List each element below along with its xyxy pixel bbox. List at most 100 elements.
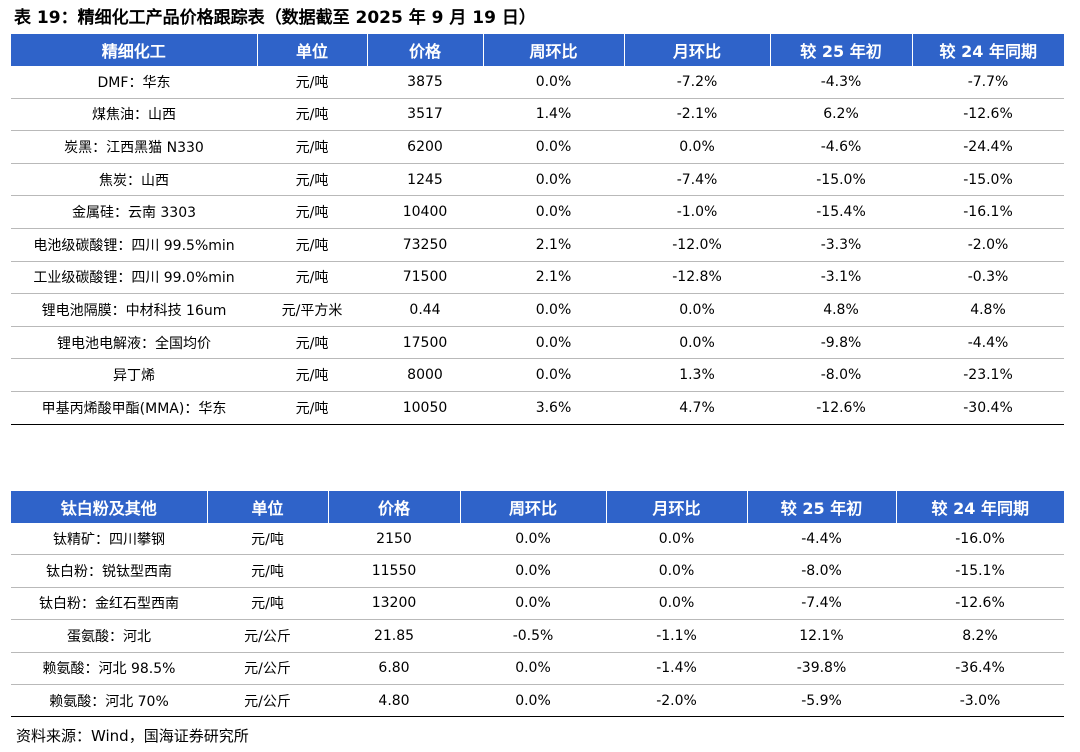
table-cell: -1.0% <box>624 195 770 229</box>
table-cell: 元/吨 <box>257 228 367 262</box>
table-cell: -2.0% <box>912 228 1064 262</box>
table-cell: -7.4% <box>624 163 770 197</box>
table-cell: -16.0% <box>896 523 1064 556</box>
table-row: 赖氨酸：河北 70% 元/公斤 4.80 0.0% -2.0% -5.9% -3.0% <box>11 684 1064 718</box>
table-cell: -1.1% <box>606 619 747 653</box>
table-cell: 元/吨 <box>257 326 367 360</box>
table-cell: -12.8% <box>624 261 770 295</box>
column-header: 周环比 <box>483 34 625 66</box>
table-cell: 元/吨 <box>257 98 367 132</box>
table-cell: -15.0% <box>770 163 912 197</box>
table-cell: 0.0% <box>460 523 606 556</box>
table-cell: 10400 <box>367 195 483 229</box>
table-cell: 1.3% <box>624 358 770 392</box>
table-cell: 电池级碳酸锂：四川 99.5%min <box>11 228 257 262</box>
table-row: DMF：华东 元/吨 3875 0.0% -7.2% -4.3% -7.7% <box>11 66 1064 99</box>
table-cell: 0.0% <box>606 523 747 556</box>
table-cell: 6.80 <box>328 652 460 685</box>
table-cell: 炭黑：江西黑猫 N330 <box>11 130 257 164</box>
column-header: 较 24 年同期 <box>912 34 1064 66</box>
table-header-row: 精细化工 单位 价格 周环比 月环比较 25 年初较 24 年同期 <box>11 34 1064 66</box>
column-header: 价格 <box>367 34 484 66</box>
table-cell: 元/吨 <box>257 391 367 425</box>
table-cell: 2.1% <box>483 228 624 262</box>
table-cell: -2.1% <box>624 98 770 132</box>
table-cell: 元/吨 <box>257 261 367 295</box>
table-cell: 元/吨 <box>257 66 367 99</box>
table-cell: 0.0% <box>483 358 624 392</box>
table-row: 异丁烯 元/吨 8000 0.0% 1.3% -8.0% -23.1% <box>11 358 1064 392</box>
table-cell: 13200 <box>328 587 460 621</box>
table-cell: 0.0% <box>606 587 747 621</box>
table-row: 电池级碳酸锂：四川 99.5%min 元/吨 73250 2.1% -12.0% -3.3… <box>11 228 1064 262</box>
table-cell: 蛋氨酸：河北 <box>11 619 207 653</box>
table-cell: -15.0% <box>912 163 1064 197</box>
table-cell: 73250 <box>367 228 483 262</box>
table-cell: 4.80 <box>328 684 460 718</box>
table-cell: -16.1% <box>912 195 1064 229</box>
table-cell: 71500 <box>367 261 483 295</box>
table-cell: -36.4% <box>896 652 1064 685</box>
table-cell: -30.4% <box>912 391 1064 425</box>
table-row: 钛白粉：锐钛型西南 元/吨 11550 0.0% 0.0% -8.0% -15.1% <box>11 554 1064 588</box>
table-cell: -9.8% <box>770 326 912 360</box>
column-header: 较 25 年初 <box>770 34 913 66</box>
table-cell: 锂电池电解液：全国均价 <box>11 326 257 360</box>
table-cell: -5.9% <box>747 684 896 718</box>
table-cell: 工业级碳酸锂：四川 99.0%min <box>11 261 257 295</box>
table-cell: 0.0% <box>460 684 606 718</box>
table-cell: 0.0% <box>483 326 624 360</box>
table-cell: 0.0% <box>460 652 606 685</box>
table-row: 钛精矿：四川攀钢 元/吨 2150 0.0% 0.0% -4.4% -16.0% <box>11 523 1064 556</box>
titanium-and-others-price-table: 钛白粉及其他 单位 价格 周环比 月环比较 25 年初较 24 年同期 钛精矿：四川攀钢… <box>11 491 1064 718</box>
table-row: 焦炭：山西 元/吨 1245 0.0% -7.4% -15.0% -15.0% <box>11 163 1064 197</box>
table-cell: 4.8% <box>770 293 912 327</box>
table-cell: -12.6% <box>896 587 1064 621</box>
table-cell: -0.3% <box>912 261 1064 295</box>
table-row: 煤焦油：山西 元/吨 3517 1.4% -2.1% 6.2% -12.6% <box>11 98 1064 132</box>
table-cell: 0.44 <box>367 293 483 327</box>
source-note: 资料来源：Wind，国海证券研究所 <box>16 727 249 745</box>
table-header-row: 钛白粉及其他 单位 价格 周环比 月环比较 25 年初较 24 年同期 <box>11 491 1064 523</box>
table-cell: -4.4% <box>912 326 1064 360</box>
table-cell: 17500 <box>367 326 483 360</box>
column-header: 单位 <box>257 34 368 66</box>
table-cell: -39.8% <box>747 652 896 685</box>
table-cell: 钛白粉：金红石型西南 <box>11 587 207 621</box>
table-cell: 甲基丙烯酸甲酯(MMA)：华东 <box>11 391 257 425</box>
table-row: 蛋氨酸：河北 元/公斤 21.85 -0.5% -1.1% 12.1% 8.2% <box>11 619 1064 653</box>
table-cell: 0.0% <box>606 554 747 588</box>
table-cell: 金属硅：云南 3303 <box>11 195 257 229</box>
table-cell: -3.0% <box>896 684 1064 718</box>
table-cell: 1245 <box>367 163 483 197</box>
table-cell: 0.0% <box>460 587 606 621</box>
table-cell: -4.6% <box>770 130 912 164</box>
table-caption: 表 19：精细化工产品价格跟踪表（数据截至 2025 年 9 月 19 日） <box>14 8 536 28</box>
table-cell: 元/公斤 <box>207 619 328 653</box>
table-cell: 8000 <box>367 358 483 392</box>
table-cell: 0.0% <box>483 163 624 197</box>
table-cell: 钛白粉：锐钛型西南 <box>11 554 207 588</box>
table-cell: 异丁烯 <box>11 358 257 392</box>
table-row: 金属硅：云南 3303 元/吨 10400 0.0% -1.0% -15.4% -16.1% <box>11 195 1064 229</box>
table-cell: 0.0% <box>483 293 624 327</box>
table-cell: -4.3% <box>770 66 912 99</box>
table-cell: 3.6% <box>483 391 624 425</box>
table-cell: -12.0% <box>624 228 770 262</box>
table-cell: DMF：华东 <box>11 66 257 99</box>
table-cell: 元/吨 <box>257 163 367 197</box>
table-cell: 元/吨 <box>207 554 328 588</box>
table-cell: 6200 <box>367 130 483 164</box>
table-cell: -12.6% <box>770 391 912 425</box>
table-cell: 元/吨 <box>257 195 367 229</box>
table-cell: 0.0% <box>624 326 770 360</box>
table-cell: 0.0% <box>460 554 606 588</box>
fine-chemicals-price-table: 精细化工 单位 价格 周环比 月环比较 25 年初较 24 年同期 DMF：华东 元/吨 3… <box>11 34 1064 425</box>
table-cell: 3517 <box>367 98 483 132</box>
table-row: 炭黑：江西黑猫 N330 元/吨 6200 0.0% 0.0% -4.6% -24.4% <box>11 130 1064 164</box>
table-cell: -7.7% <box>912 66 1064 99</box>
column-header: 月环比 <box>624 34 771 66</box>
table-cell: -3.3% <box>770 228 912 262</box>
table-cell: 赖氨酸：河北 98.5% <box>11 652 207 685</box>
table-cell: -7.2% <box>624 66 770 99</box>
